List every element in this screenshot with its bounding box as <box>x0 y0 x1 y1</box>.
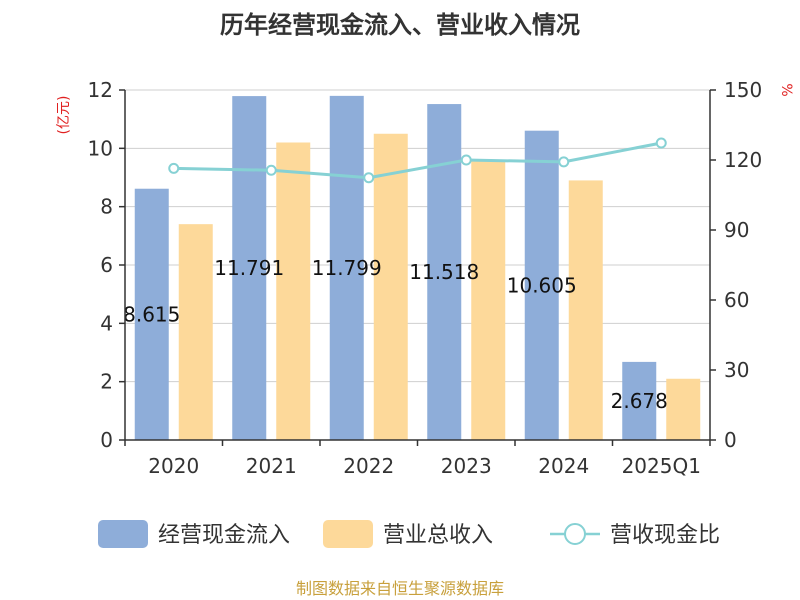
bar-value-label: 11.799 <box>312 256 382 280</box>
ratio-line-path <box>173 141 662 180</box>
x-axis-tick-label: 2020 <box>148 454 199 478</box>
left-axis-tick-label: 6 <box>100 253 113 277</box>
ratio-line-point <box>460 154 472 166</box>
ratio-line-point <box>265 164 277 176</box>
ratio-line-point <box>168 162 180 174</box>
x-axis-tick-label: 2021 <box>246 454 297 478</box>
bar-revenue <box>568 180 603 440</box>
right-axis-unit: % <box>778 83 794 96</box>
bars <box>134 95 701 441</box>
right-axis-tick-label: 30 <box>724 358 749 382</box>
bar-revenue <box>178 224 213 440</box>
left-axis-tick-label: 10 <box>88 136 113 160</box>
chart-title: 历年经营现金流入、营业收入情况 <box>220 11 580 39</box>
x-axis-tick-label: 2022 <box>343 454 394 478</box>
ratio-line-point <box>655 137 667 149</box>
bar-cash-inflow <box>427 104 462 440</box>
bar-cash-inflow <box>134 188 169 440</box>
legend-label: 经营现金流入 <box>158 523 290 548</box>
left-axis-tick-label: 0 <box>100 428 113 452</box>
legend-label: 营收现金比 <box>610 523 720 548</box>
x-axis-tick-label: 2023 <box>441 454 492 478</box>
legend: 经营现金流入 营业总收入 营收现金比 <box>98 520 720 548</box>
bar-revenue <box>666 378 701 440</box>
right-axis-tick-label: 90 <box>724 218 749 242</box>
data-labels: 8.615 11.791 11.799 11.518 10.605 2.678 <box>123 256 668 413</box>
bar-value-label: 10.605 <box>507 273 577 297</box>
ratio-line-point <box>363 172 375 184</box>
source-note: 制图数据来自恒生聚源数据库 <box>296 579 504 598</box>
bar-value-label: 11.518 <box>409 260 479 284</box>
legend-line-marker <box>564 523 586 545</box>
x-axis-tick-label: 2024 <box>538 454 589 478</box>
bar-value-label: 11.791 <box>214 256 284 280</box>
legend-swatch <box>323 520 373 548</box>
right-axis-tick-label: 0 <box>724 428 737 452</box>
bar-revenue <box>471 160 506 440</box>
legend-swatch <box>98 520 148 548</box>
bar-cash-inflow <box>524 130 559 440</box>
bar-value-label: 2.678 <box>611 389 668 413</box>
legend-label: 营业总收入 <box>383 523 493 548</box>
right-axis-tick-label: 60 <box>724 288 749 312</box>
x-axis-tick-label: 2025Q1 <box>622 454 701 478</box>
bar-revenue <box>276 142 311 440</box>
left-axis-tick-label: 8 <box>100 195 113 219</box>
bar-cash-inflow <box>329 95 364 441</box>
bar-value-label: 8.615 <box>123 302 180 326</box>
ratio-line-point <box>558 156 570 168</box>
bar-cash-inflow <box>232 96 267 441</box>
grid-lines <box>125 89 710 383</box>
right-axis-tick-label: 150 <box>724 78 762 102</box>
ratio-line <box>168 137 667 184</box>
left-axis-tick-label: 4 <box>100 311 113 335</box>
left-axis-tick-label: 2 <box>100 370 113 394</box>
bar-cash-inflow <box>622 361 657 440</box>
bar-revenue <box>373 133 408 440</box>
left-axis-unit: (亿元) <box>56 96 72 135</box>
left-axis-tick-label: 12 <box>88 78 113 102</box>
right-axis-tick-label: 120 <box>724 148 762 172</box>
